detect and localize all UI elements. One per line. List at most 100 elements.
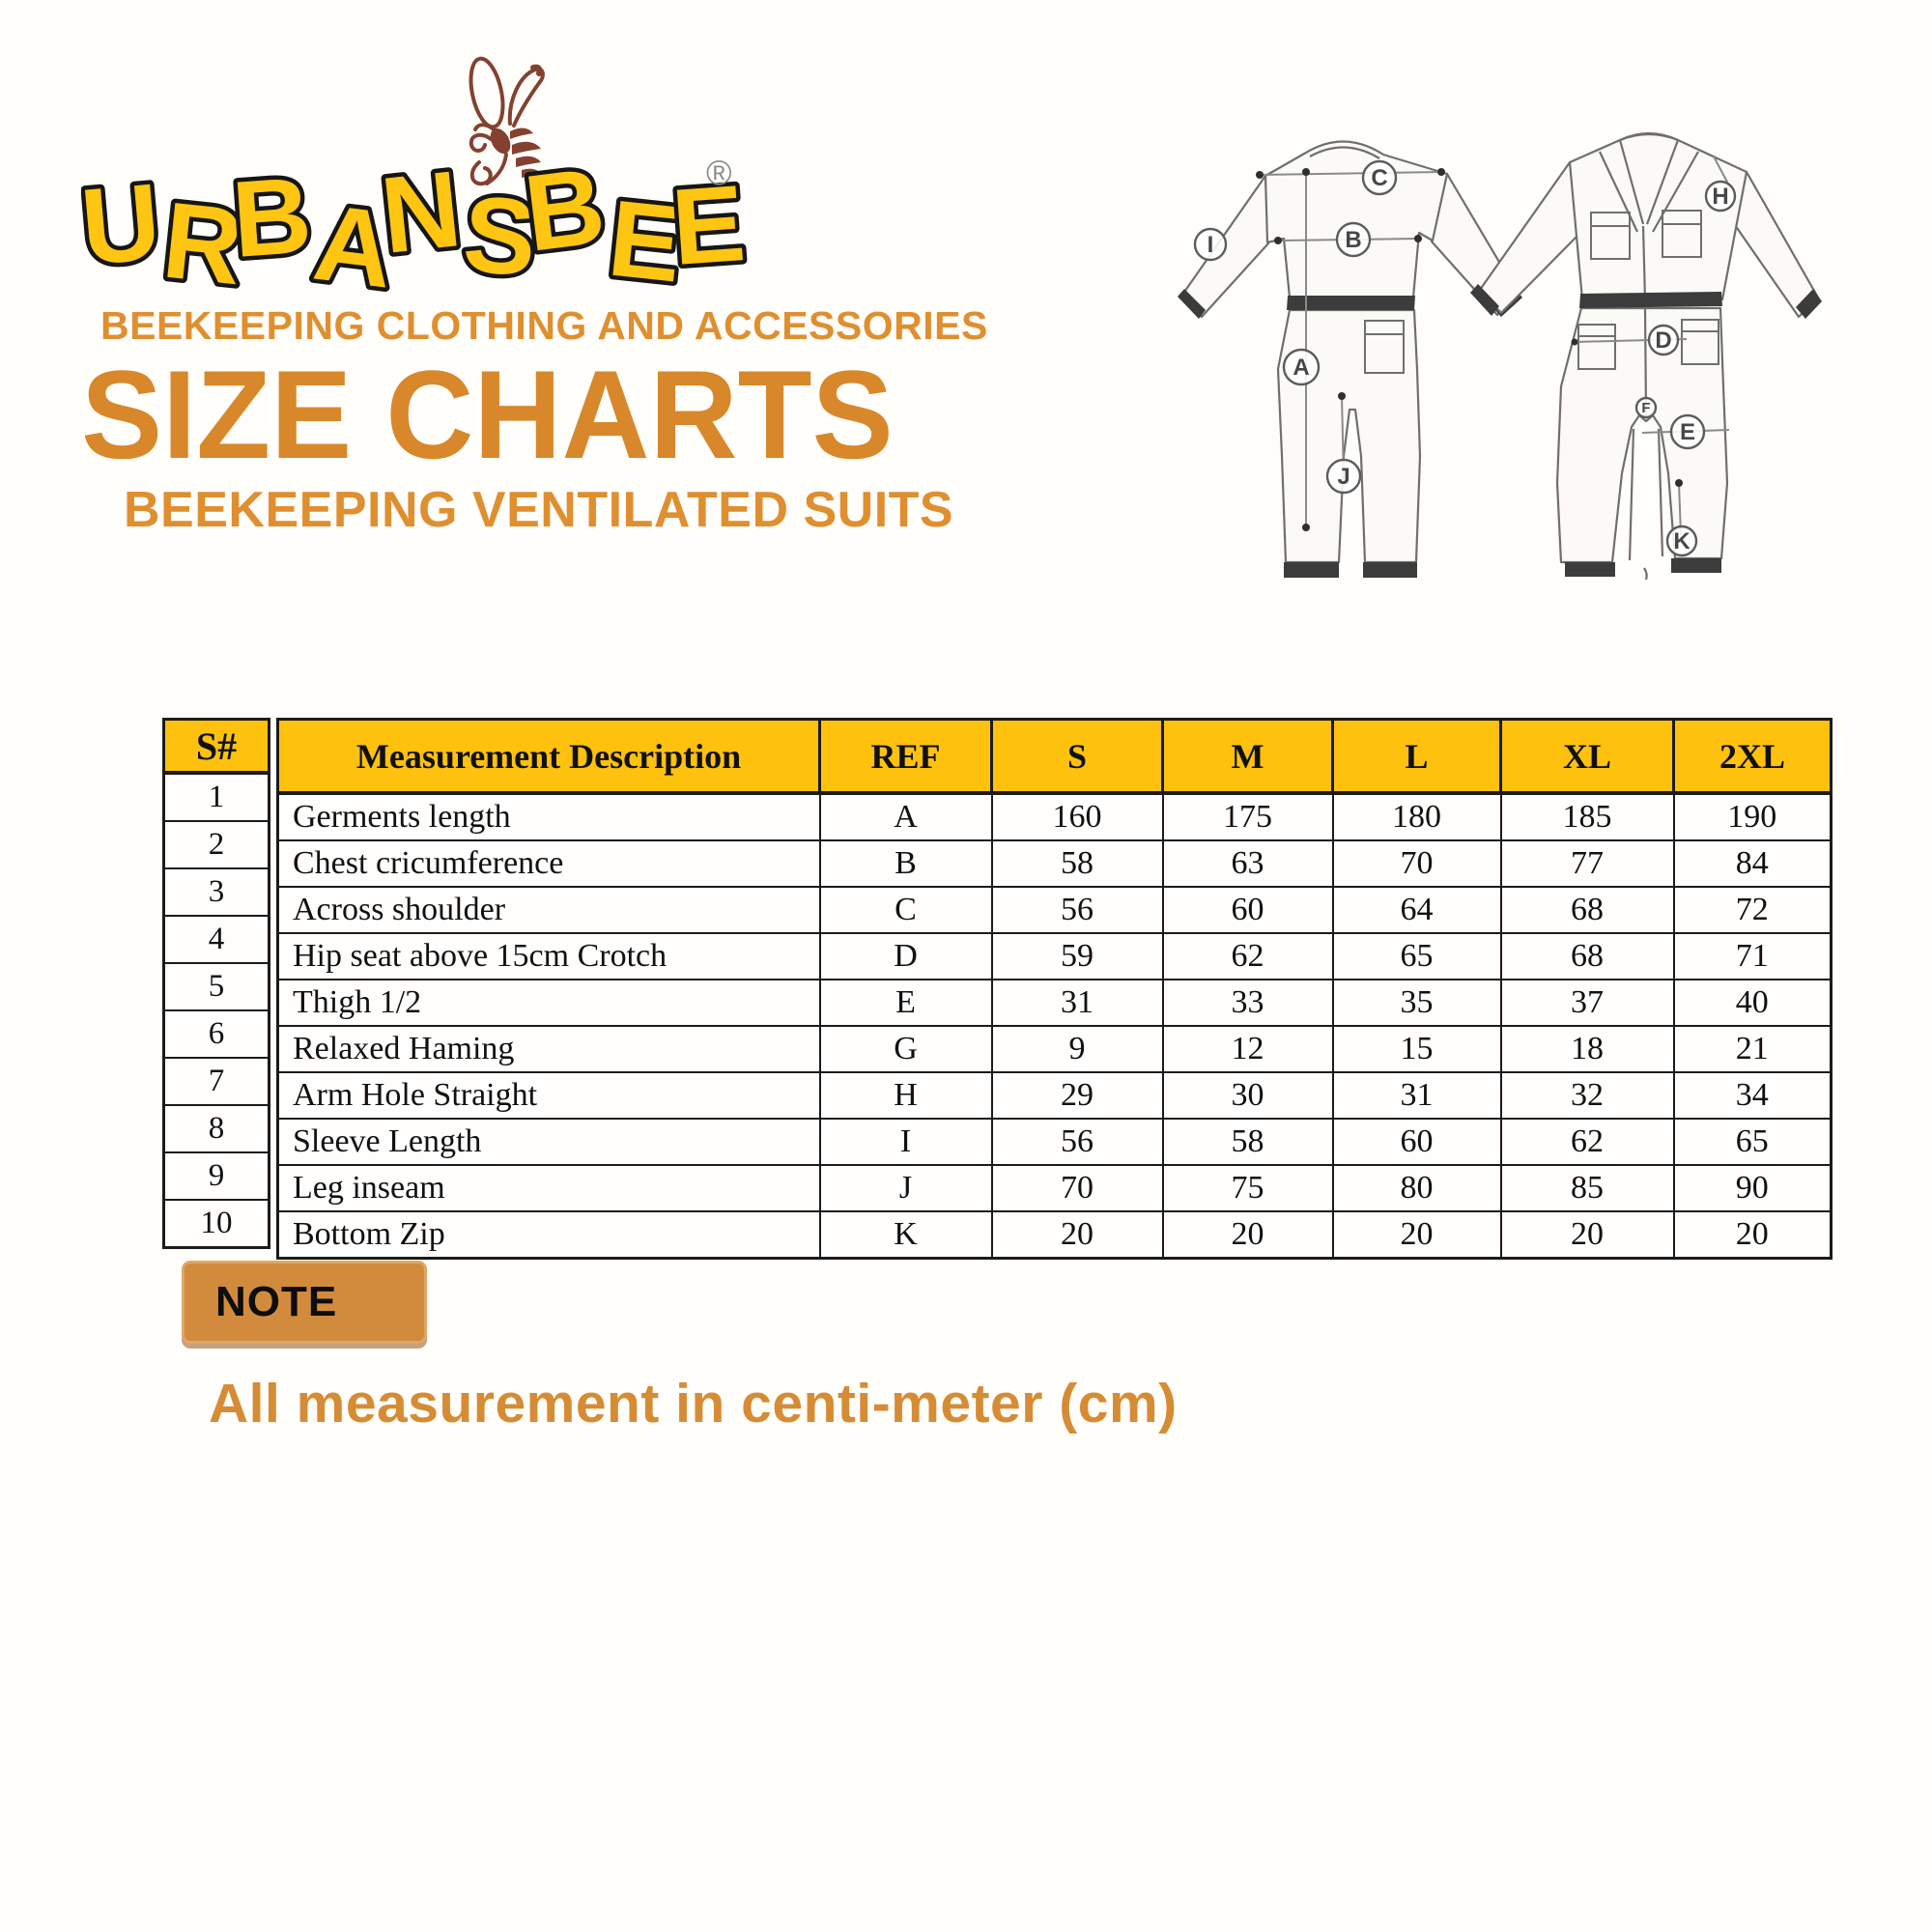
serial-row: 2 — [162, 820, 270, 869]
note-text: All measurement in centi-meter (cm) — [209, 1373, 1178, 1435]
table-row: Bottom Zip K 20 20 20 20 20 — [276, 1210, 1833, 1260]
description-cell: Hip seat above 15cm Crotch — [276, 932, 821, 980]
value-cell: 20 — [990, 1210, 1164, 1260]
value-cell: 62 — [1161, 932, 1334, 980]
serial-row: 6 — [162, 1009, 270, 1059]
page-title: SIZE CHARTS — [81, 344, 894, 485]
ref-cell: E — [818, 979, 993, 1027]
column-header-cell: REF — [818, 718, 993, 795]
serial-row: 7 — [162, 1057, 270, 1106]
value-cell: 15 — [1331, 1025, 1502, 1073]
value-cell: 80 — [1331, 1164, 1502, 1212]
serial-cell: 8 — [162, 1104, 270, 1153]
value-cell: 71 — [1672, 932, 1833, 980]
value-cell: 32 — [1499, 1071, 1675, 1120]
value-cell: 70 — [1331, 839, 1502, 888]
serial-cell: 5 — [162, 962, 270, 1011]
label-D: D — [1655, 327, 1671, 354]
size-chart-table-body: Germents length A 160 175 180 185 190 Chest cri… — [276, 792, 1833, 1260]
column-header-cell: L — [1331, 718, 1502, 795]
value-cell: 35 — [1331, 979, 1502, 1027]
value-cell: 62 — [1499, 1118, 1675, 1166]
registered-trademark-icon: ® — [706, 153, 732, 192]
serial-cell: 9 — [162, 1151, 270, 1201]
ref-cell: K — [818, 1210, 993, 1260]
suits-measurement-diagram: C B I A J H D F E K — [1178, 131, 1822, 581]
label-J: J — [1337, 464, 1350, 490]
description-cell: Arm Hole Straight — [276, 1071, 821, 1120]
serial-row: 3 — [162, 867, 270, 917]
value-cell: 56 — [990, 886, 1164, 934]
ref-cell: G — [818, 1025, 993, 1073]
value-cell: 175 — [1161, 792, 1334, 841]
description-cell: Chest cricumference — [276, 839, 821, 888]
value-cell: 84 — [1672, 839, 1833, 888]
value-cell: 58 — [1161, 1118, 1334, 1166]
table-row: Germents length A 160 175 180 185 190 — [276, 792, 1833, 841]
value-cell: 30 — [1161, 1071, 1334, 1120]
ref-cell: B — [818, 839, 993, 888]
ref-cell: A — [818, 792, 993, 841]
value-cell: 20 — [1672, 1210, 1833, 1260]
column-header-cell: S — [990, 718, 1164, 795]
value-cell: 34 — [1672, 1071, 1833, 1120]
note-badge: NOTE — [182, 1261, 427, 1344]
serial-cell: 7 — [162, 1057, 270, 1106]
page-subtitle: BEEKEEPING VENTILATED SUITS — [124, 482, 954, 538]
serial-cell: 10 — [162, 1199, 270, 1249]
table-row: Sleeve Length I 56 58 60 62 65 — [276, 1118, 1833, 1166]
description-cell: Thigh 1/2 — [276, 979, 821, 1027]
brand-logo: URBANSBEE — [81, 147, 753, 315]
brand-tagline: BEEKEEPING CLOTHING AND ACCESSORIES — [100, 303, 988, 348]
value-cell: 59 — [990, 932, 1164, 980]
value-cell: 31 — [1331, 1071, 1502, 1120]
value-cell: 180 — [1331, 792, 1502, 841]
value-cell: 68 — [1499, 932, 1675, 980]
description-cell: Relaxed Haming — [276, 1025, 821, 1073]
value-cell: 37 — [1499, 979, 1675, 1027]
serial-cell: 2 — [162, 820, 270, 869]
value-cell: 70 — [990, 1164, 1164, 1212]
value-cell: 60 — [1331, 1118, 1502, 1166]
description-cell: Germents length — [276, 792, 821, 841]
value-cell: 33 — [1161, 979, 1334, 1027]
table-row: Chest cricumference B 58 63 70 77 84 — [276, 839, 1833, 888]
label-A: A — [1293, 355, 1309, 381]
serial-cell: 3 — [162, 867, 270, 917]
ref-cell: H — [818, 1071, 993, 1120]
ref-cell: I — [818, 1118, 993, 1166]
description-cell: Across shoulder — [276, 886, 821, 934]
column-header-cell: M — [1161, 718, 1334, 795]
ref-cell: D — [818, 932, 993, 980]
value-cell: 58 — [990, 839, 1164, 888]
value-cell: 31 — [990, 979, 1164, 1027]
column-header-cell: XL — [1499, 718, 1675, 795]
value-cell: 9 — [990, 1025, 1164, 1073]
column-header-cell: Measurement Description — [276, 718, 821, 795]
value-cell: 68 — [1499, 886, 1675, 934]
value-cell: 56 — [990, 1118, 1164, 1166]
value-cell: 65 — [1331, 932, 1502, 980]
value-cell: 160 — [990, 792, 1164, 841]
table-row: Arm Hole Straight H 29 30 31 32 34 — [276, 1071, 1833, 1120]
label-E: E — [1680, 419, 1695, 445]
serial-row: 1 — [162, 772, 270, 822]
ref-cell: J — [818, 1164, 993, 1212]
serial-table-body: 1 2 3 4 5 6 7 8 9 10 — [162, 772, 270, 1249]
column-header-cell: 2XL — [1672, 718, 1833, 795]
value-cell: 20 — [1499, 1210, 1675, 1260]
serial-cell: 4 — [162, 915, 270, 964]
value-cell: 12 — [1161, 1025, 1334, 1073]
value-cell: 20 — [1161, 1210, 1334, 1260]
size-chart-header-row: Measurement Description REF S M L XL 2XL — [276, 718, 1833, 795]
label-B: B — [1345, 227, 1361, 253]
bee-icon — [469, 56, 547, 186]
value-cell: 65 — [1672, 1118, 1833, 1166]
serial-header-cell: S# — [162, 718, 270, 775]
value-cell: 190 — [1672, 792, 1833, 841]
ref-cell: C — [818, 886, 993, 934]
value-cell: 18 — [1499, 1025, 1675, 1073]
value-cell: 64 — [1331, 886, 1502, 934]
suit-back-view — [1178, 140, 1522, 578]
